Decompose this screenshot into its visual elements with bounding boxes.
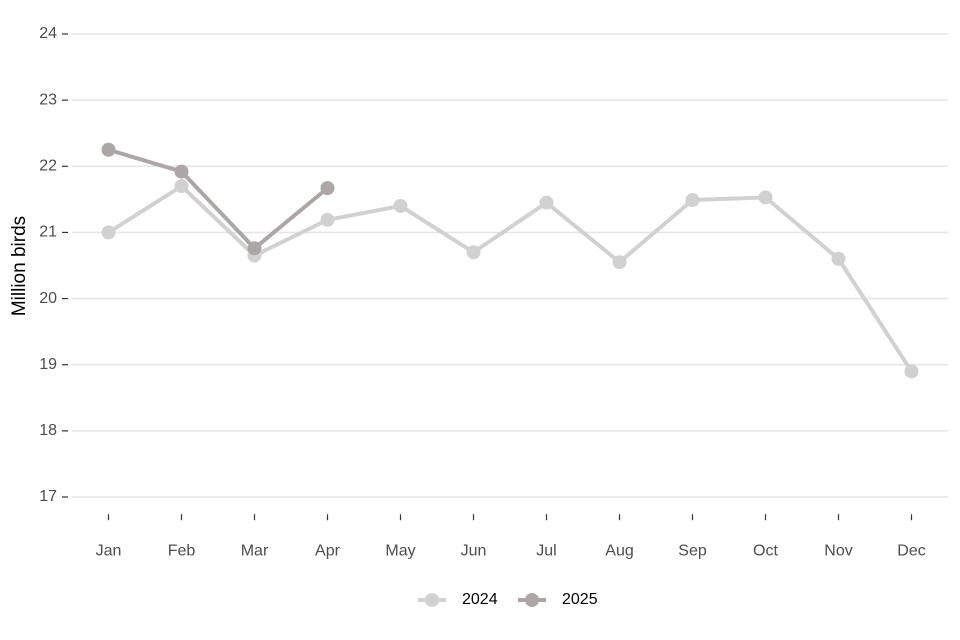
legend-label: 2025 <box>562 591 598 608</box>
data-point <box>612 255 627 270</box>
series-line <box>107 147 329 251</box>
y-tick-label: 24 <box>39 25 57 42</box>
data-point <box>904 364 919 379</box>
data-point <box>466 245 481 260</box>
x-tick-label: Sep <box>678 542 707 559</box>
y-tick-label: 17 <box>39 488 57 505</box>
x-tick-label: Oct <box>753 542 778 559</box>
data-point <box>758 190 773 205</box>
x-tick-label: Aug <box>605 542 633 559</box>
y-tick-label: 23 <box>39 91 57 108</box>
y-tick-label: 21 <box>39 224 57 241</box>
y-tick-label: 22 <box>39 158 57 175</box>
data-point <box>101 225 116 240</box>
legend-marker <box>425 593 439 607</box>
data-point <box>831 251 846 266</box>
x-tick-label: Jan <box>96 542 122 559</box>
data-point <box>320 212 335 227</box>
x-tick-label: Jun <box>461 542 487 559</box>
legend-label: 2024 <box>462 591 498 608</box>
data-point <box>539 195 554 210</box>
y-tick-label: 18 <box>39 422 57 439</box>
y-tick-label: 20 <box>39 290 57 307</box>
data-point <box>101 142 116 157</box>
x-tick-label: Apr <box>315 542 341 559</box>
data-point <box>393 198 408 213</box>
x-tick-label: Feb <box>168 542 196 559</box>
data-point <box>247 241 262 256</box>
y-axis-label: Million birds <box>9 216 30 316</box>
legend-marker <box>525 593 539 607</box>
x-tick-label: May <box>385 542 415 559</box>
data-point <box>685 193 700 208</box>
x-tick-label: Mar <box>241 542 269 559</box>
data-point <box>174 164 189 179</box>
series-line <box>107 184 914 373</box>
y-tick-label: 19 <box>39 356 57 373</box>
x-tick-label: Jul <box>536 542 556 559</box>
x-tick-label: Nov <box>824 542 852 559</box>
data-point <box>174 179 189 194</box>
x-tick-label: Dec <box>897 542 925 559</box>
data-point <box>320 181 335 196</box>
